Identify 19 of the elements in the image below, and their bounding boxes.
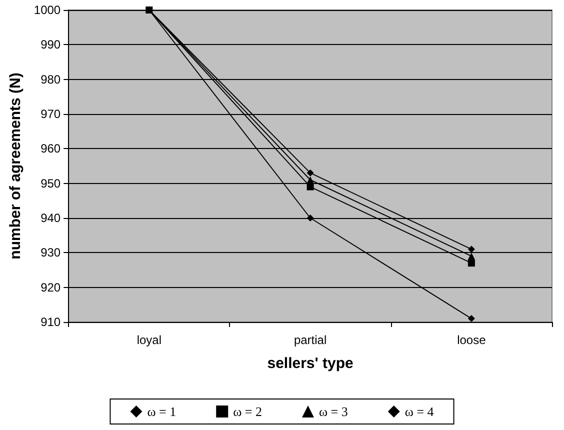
y-tick-label: 1000: [34, 3, 61, 17]
legend-label: ω = 2: [233, 404, 262, 419]
x-tick-label: loyal: [136, 333, 162, 347]
y-tick-label: 980: [40, 72, 61, 86]
x-tick-label: partial: [294, 333, 327, 347]
y-axis-title: number of agreements (N): [7, 72, 24, 260]
y-tick-label: 990: [40, 38, 61, 52]
x-axis-title: sellers' type: [267, 355, 354, 372]
y-tick-label: 940: [40, 211, 61, 225]
y-tick-label: 920: [40, 280, 61, 294]
legend-label: ω = 1: [147, 404, 176, 419]
legend-label: ω = 4: [404, 404, 434, 419]
x-tick-label: loose: [457, 333, 486, 347]
legend-label: ω = 3: [319, 404, 348, 419]
y-tick-label: 950: [40, 176, 61, 190]
y-tick-label: 930: [40, 246, 61, 260]
y-tick-label: 970: [40, 107, 61, 121]
y-tick-label: 910: [40, 315, 61, 329]
y-tick-label: 960: [40, 142, 61, 156]
